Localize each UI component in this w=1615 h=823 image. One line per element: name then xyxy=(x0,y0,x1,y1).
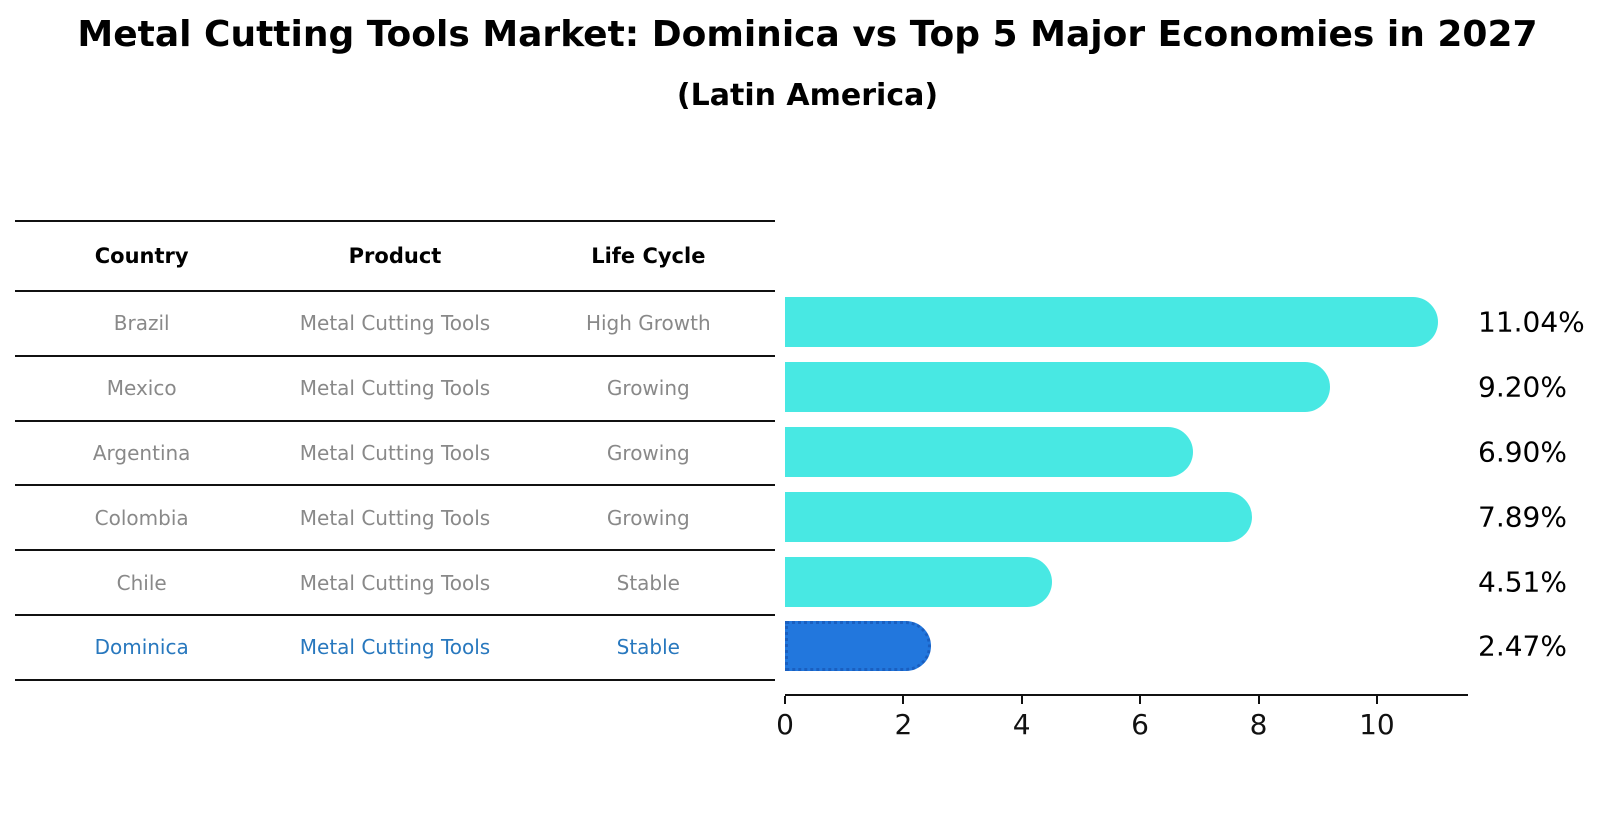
chart-subtitle: (Latin America) xyxy=(676,78,939,113)
bar-value-label-chile: 4.51% xyxy=(1478,565,1567,599)
table-cell-country: Chile xyxy=(116,570,167,595)
table-cell-product: Metal Cutting Tools xyxy=(299,376,491,401)
table-header-life-cycle: Life Cycle xyxy=(591,244,706,268)
x-axis-tick-0 xyxy=(784,696,786,704)
table-row: Chile Metal Cutting Tools Stable xyxy=(15,551,775,616)
table-header-country: Country xyxy=(94,244,189,268)
bar-chile xyxy=(785,556,1052,607)
table-cell-product: Metal Cutting Tools xyxy=(299,311,491,336)
bar-value-label-dominica: 2.47% xyxy=(1478,629,1567,663)
table-cell-product: Metal Cutting Tools xyxy=(299,440,491,465)
bar-value-label-mexico: 9.20% xyxy=(1478,370,1567,404)
table-cell-product: Metal Cutting Tools xyxy=(299,635,491,660)
x-axis-tick-label-8: 8 xyxy=(1249,708,1268,741)
table-cell-life-cycle: Stable xyxy=(616,570,680,595)
table-header-row: Country Product Life Cycle xyxy=(15,222,775,292)
bar-dominica xyxy=(785,621,932,672)
table-cell-life-cycle: Stable xyxy=(616,635,680,660)
table-cell-life-cycle: High Growth xyxy=(585,311,711,336)
table-cell-life-cycle: Growing xyxy=(606,505,690,530)
x-axis-tick-4 xyxy=(1020,696,1023,704)
x-axis-tick-label-6: 6 xyxy=(1131,708,1149,741)
table-row: Colombia Metal Cutting Tools Growing xyxy=(15,486,775,552)
x-axis-tick-label-10: 10 xyxy=(1359,708,1395,741)
bar-value-label-colombia: 7.89% xyxy=(1478,500,1567,534)
table-cell-country: Brazil xyxy=(113,311,170,336)
chart-title: Metal Cutting Tools Market: Dominica vs … xyxy=(77,14,1538,55)
bar-value-label-argentina: 6.90% xyxy=(1478,435,1567,469)
bar-value-label-brazil: 11.04% xyxy=(1478,305,1585,339)
table-header-product: Product xyxy=(348,244,442,268)
table-cell-product: Metal Cutting Tools xyxy=(299,505,491,530)
x-axis-tick-label-4: 4 xyxy=(1012,708,1031,741)
x-axis xyxy=(785,694,1468,696)
bar-mexico xyxy=(785,362,1330,413)
table-cell-product: Metal Cutting Tools xyxy=(299,570,491,595)
bar-chart-plot-area: 11.04% 9.20% 6.90% 7.89% 4.51% 2.47% 0 2 4 6 8 10 xyxy=(776,290,1585,741)
table-cell-life-cycle: Growing xyxy=(606,376,690,401)
table-row: Argentina Metal Cutting Tools Growing xyxy=(15,422,775,487)
table-row: Mexico Metal Cutting Tools Growing xyxy=(15,357,775,422)
bar-argentina xyxy=(785,427,1194,477)
table-cell-country: Mexico xyxy=(106,376,177,401)
x-axis-tick-label-2: 2 xyxy=(894,708,913,741)
table-cell-country: Argentina xyxy=(92,440,191,465)
x-axis-tick-10 xyxy=(1375,696,1378,704)
table-cell-country: Colombia xyxy=(94,505,189,530)
x-axis-tick-label-0: 0 xyxy=(776,708,794,741)
bar-brazil xyxy=(785,297,1439,348)
table-row: Brazil Metal Cutting Tools High Growth xyxy=(15,292,775,357)
table-row: Dominica Metal Cutting Tools Stable xyxy=(15,616,775,681)
x-axis-tick-6 xyxy=(1139,696,1142,704)
bar-colombia xyxy=(785,491,1252,542)
x-axis-tick-2 xyxy=(902,696,905,704)
table-cell-country: Dominica xyxy=(94,635,189,660)
country-table: Country Product Life Cycle Brazil Metal … xyxy=(15,220,775,681)
table-cell-life-cycle: Growing xyxy=(606,440,690,465)
x-axis-tick-8 xyxy=(1257,696,1260,704)
